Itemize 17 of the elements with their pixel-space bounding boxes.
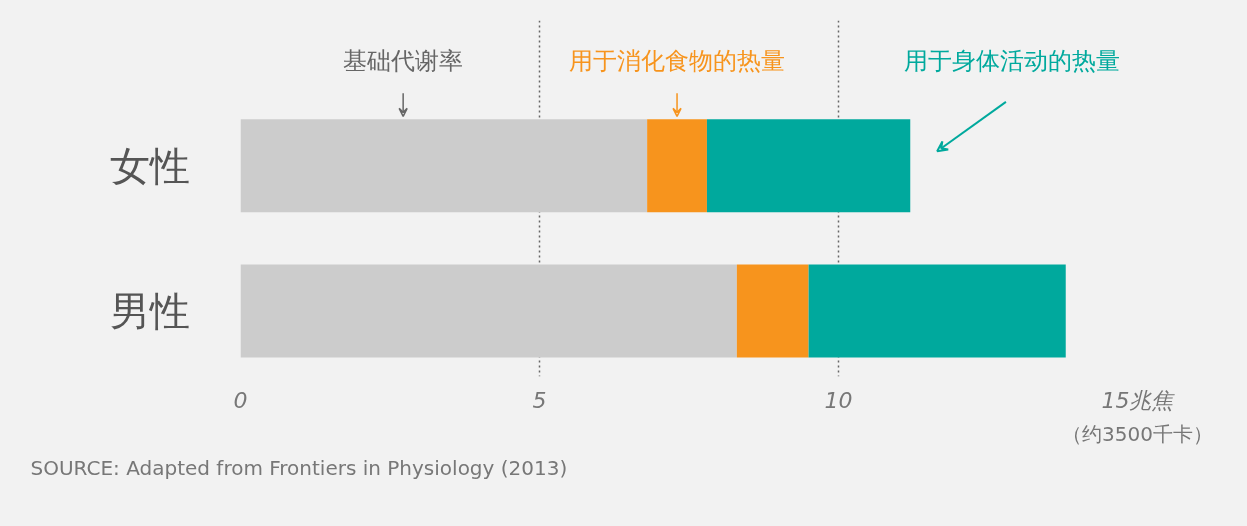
x-tick-label: 0 bbox=[233, 387, 248, 413]
bar bbox=[706, 119, 911, 213]
bar bbox=[647, 119, 707, 213]
x-tick-label: 15兆焦 bbox=[1101, 387, 1176, 413]
source-note: SOURCE: Adapted from Frontiers in Physiology (2013) bbox=[30, 455, 568, 480]
bar bbox=[240, 119, 648, 213]
x-tick-label: 5 bbox=[532, 387, 547, 413]
bar bbox=[736, 264, 809, 358]
series-label: 用于身体活动的热量 bbox=[903, 47, 1120, 76]
bar bbox=[240, 264, 737, 358]
series-label: 基础代谢率 bbox=[343, 47, 464, 76]
bar bbox=[808, 264, 1066, 358]
y-tick-label: 男性 bbox=[109, 288, 190, 335]
text: （约3500千卡） bbox=[1062, 421, 1213, 446]
text: 用于消化食物的热量 bbox=[569, 47, 786, 76]
x-tick-label: 10 bbox=[824, 387, 853, 413]
y-tick-label: 女性 bbox=[109, 142, 190, 189]
